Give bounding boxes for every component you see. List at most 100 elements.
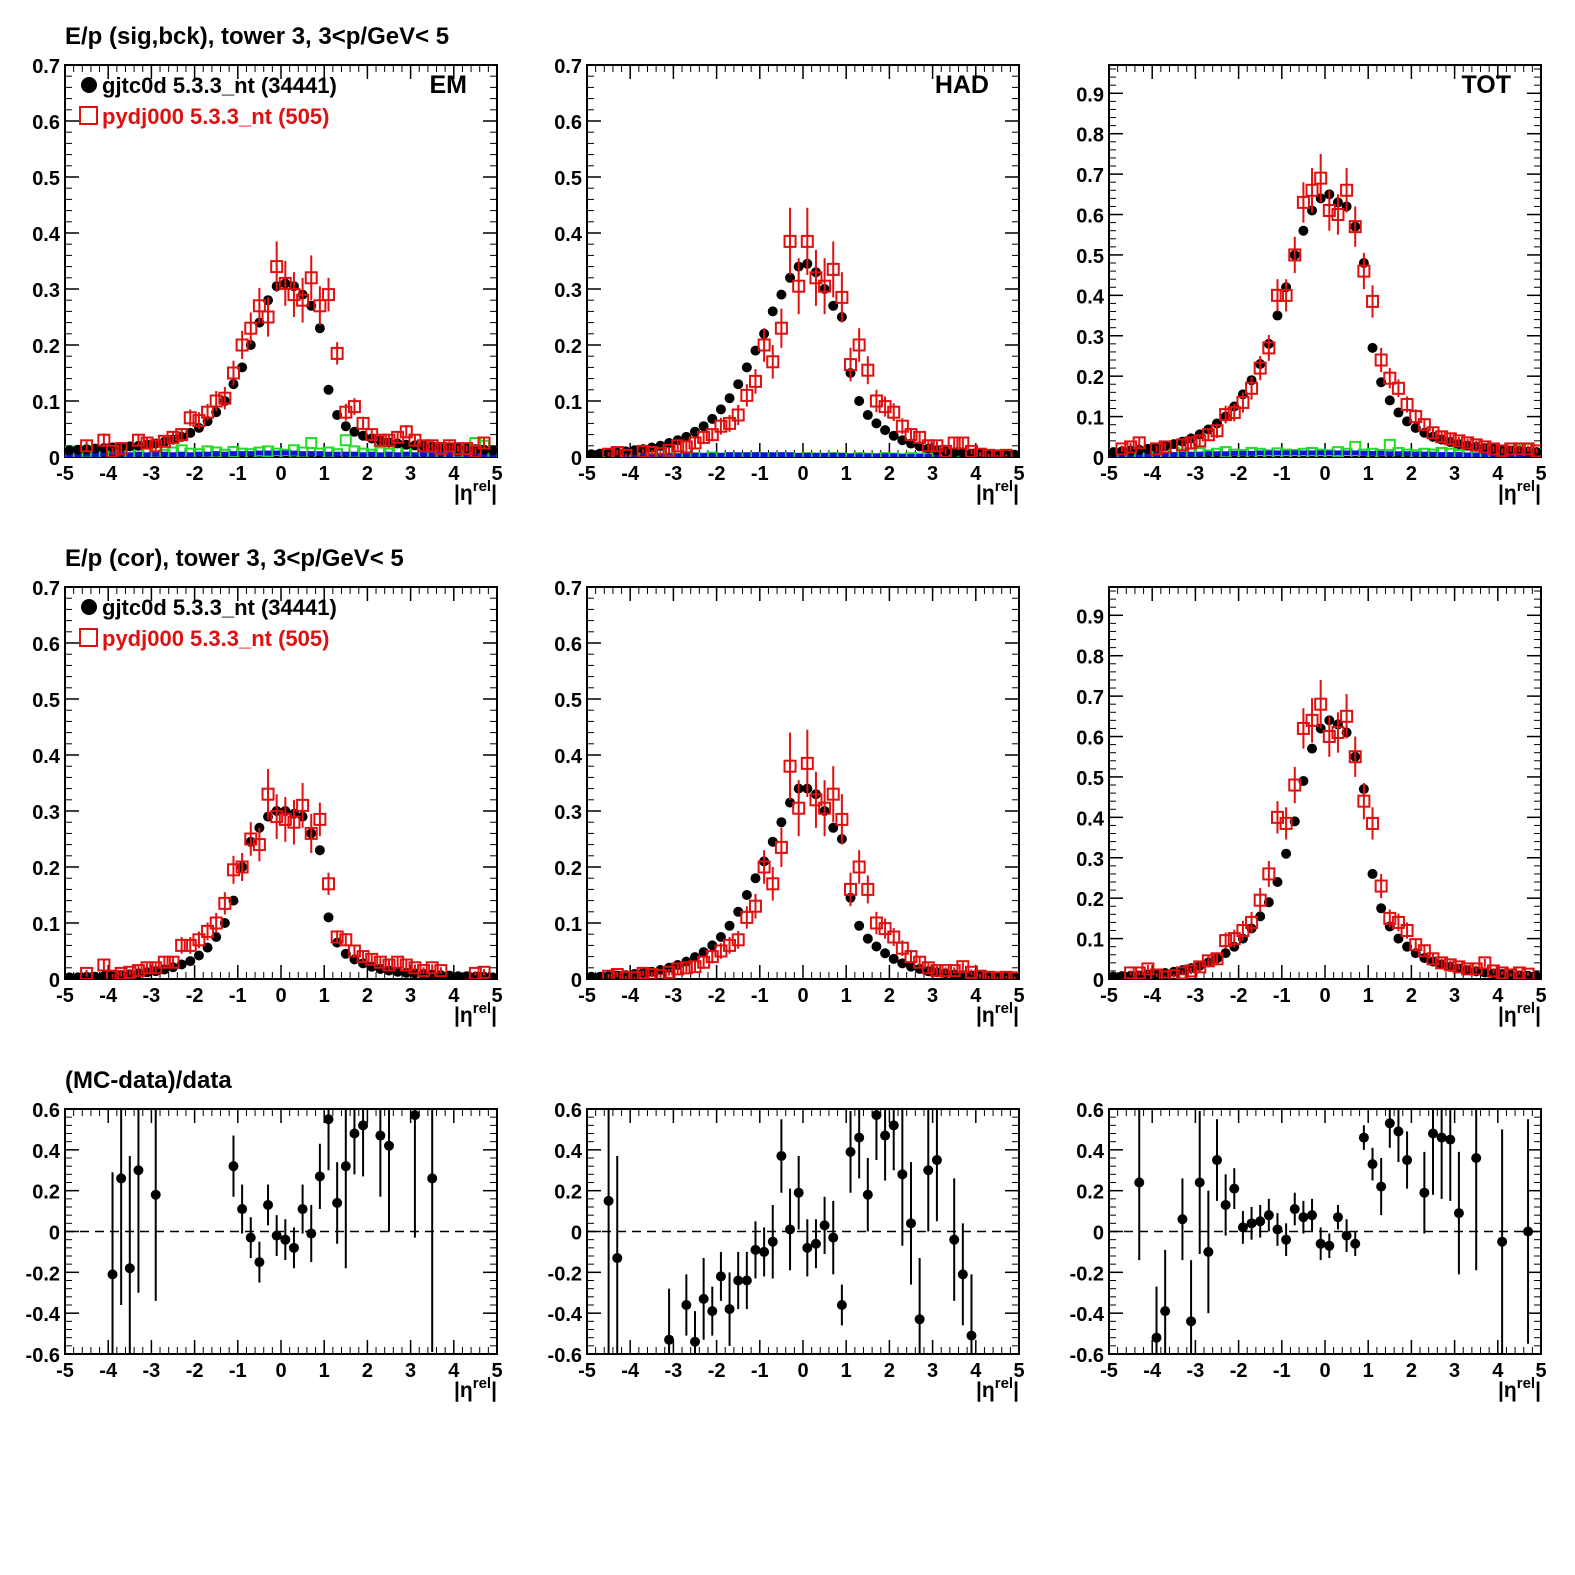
mc-point — [757, 860, 771, 874]
mc-point — [861, 882, 875, 896]
panel-label: TOT — [1461, 71, 1511, 99]
chart-sig-tot: 0 0.1 0.2 0.3 0.4 0.5 0.6 0.7 0.8 0.9 -5 -4 -3 -2 -1 0 1… — [1076, 64, 1547, 505]
mc-point — [792, 801, 806, 815]
plot-data — [587, 729, 1019, 979]
data-point — [245, 1232, 256, 1243]
background-point — [708, 452, 716, 457]
data-point — [297, 1204, 308, 1215]
data-point — [1272, 310, 1283, 321]
background-point — [812, 452, 820, 457]
background-point — [143, 452, 151, 457]
panel-label: HAD — [935, 71, 989, 99]
mc-point — [382, 958, 396, 972]
mc-point — [382, 433, 396, 447]
background-point — [262, 445, 275, 457]
data-point — [1255, 1216, 1266, 1227]
data-point — [332, 1197, 343, 1208]
mc-point — [192, 933, 206, 947]
x-tick-label: 1 — [1363, 1360, 1374, 1382]
x-tick-label: -1 — [751, 985, 769, 1007]
mc-point — [1348, 220, 1362, 234]
chart-cor-tot: 0 0.1 0.2 0.3 0.4 0.5 0.6 0.7 0.8 0.9 -5 -4 -3 -2 -1 0 1… — [1076, 586, 1547, 1027]
data-point — [1315, 1238, 1326, 1249]
mc-point — [826, 787, 840, 801]
mc-point — [304, 826, 318, 840]
x-tick-label: -2 — [708, 985, 726, 1007]
background-point — [160, 451, 168, 457]
legend-mc-marker — [79, 628, 98, 647]
mc-point — [852, 860, 866, 874]
y-tick-label: -0.6 — [1070, 1345, 1104, 1367]
background-point — [221, 451, 229, 457]
data-point — [1367, 342, 1378, 353]
y-tick-label: 0.6 — [32, 112, 60, 134]
mc-point — [619, 448, 633, 457]
x-axis-label: |ηrel| — [454, 1000, 497, 1027]
x-tick-label: 1 — [841, 1360, 852, 1382]
background-point — [1343, 450, 1351, 456]
mc-point — [417, 439, 431, 453]
y-tick-label: 0.7 — [1076, 165, 1104, 187]
background-point — [1297, 447, 1310, 457]
x-tick-label: -4 — [621, 1360, 640, 1382]
mc-point — [800, 234, 814, 248]
background-point — [898, 453, 906, 457]
background-point — [1213, 451, 1221, 457]
data-point — [427, 1173, 438, 1184]
legend-data-marker — [81, 77, 97, 93]
mc-point — [468, 966, 482, 979]
background-point — [316, 451, 324, 457]
y-tick-label: 0.3 — [554, 802, 582, 824]
mc-point — [313, 812, 327, 826]
data-point — [271, 1230, 282, 1241]
mc-point — [930, 964, 944, 978]
data-point — [741, 362, 752, 373]
mc-point — [1132, 436, 1146, 450]
data-point — [1307, 1210, 1318, 1221]
x-tick-label: -1 — [1273, 1360, 1291, 1382]
data-point — [1471, 1153, 1482, 1163]
mc-point — [1478, 440, 1492, 454]
data-point — [1384, 1118, 1395, 1129]
mc-point — [921, 961, 935, 975]
data-point — [323, 384, 334, 395]
background-point — [795, 452, 803, 457]
mc-point — [844, 358, 858, 372]
mc-point — [999, 970, 1013, 979]
x-axis-label: |ηrel| — [454, 1375, 497, 1402]
data-point — [1341, 1230, 1352, 1241]
data-point — [1367, 868, 1378, 879]
background-point — [428, 452, 436, 457]
mc-point — [645, 968, 659, 979]
mc-point — [261, 310, 275, 324]
x-tick-label: -1 — [751, 463, 769, 485]
x-tick-label: 3 — [927, 463, 938, 485]
mc-point — [671, 439, 685, 453]
data-point — [150, 1189, 161, 1200]
background-point — [322, 446, 335, 457]
mc-point — [1374, 879, 1388, 893]
data-point — [612, 1253, 623, 1264]
x-tick-label: -4 — [621, 463, 640, 485]
data-point — [314, 323, 325, 334]
data-point — [1402, 1155, 1413, 1166]
mc-point — [964, 965, 978, 979]
y-tick-label: 0.6 — [554, 1100, 582, 1122]
data-point — [690, 1336, 700, 1347]
plot-data — [1134, 1109, 1534, 1354]
row-title-ratio: (MC-data)/data — [65, 1067, 232, 1094]
background-point — [1196, 451, 1204, 457]
mc-point — [895, 941, 909, 955]
background-point — [350, 451, 358, 457]
data-point — [1229, 1183, 1240, 1194]
x-tick-label: 2 — [1406, 1360, 1417, 1382]
mc-point — [434, 442, 448, 456]
mc-point — [399, 425, 413, 439]
x-tick-label: -5 — [1100, 463, 1118, 485]
mc-point — [1512, 966, 1526, 979]
x-tick-label: -2 — [1230, 1360, 1248, 1382]
background-point — [907, 453, 915, 457]
background-point — [769, 452, 777, 457]
y-tick-label: 0.4 — [1076, 808, 1105, 830]
x-tick-label: 4 — [970, 1360, 982, 1382]
